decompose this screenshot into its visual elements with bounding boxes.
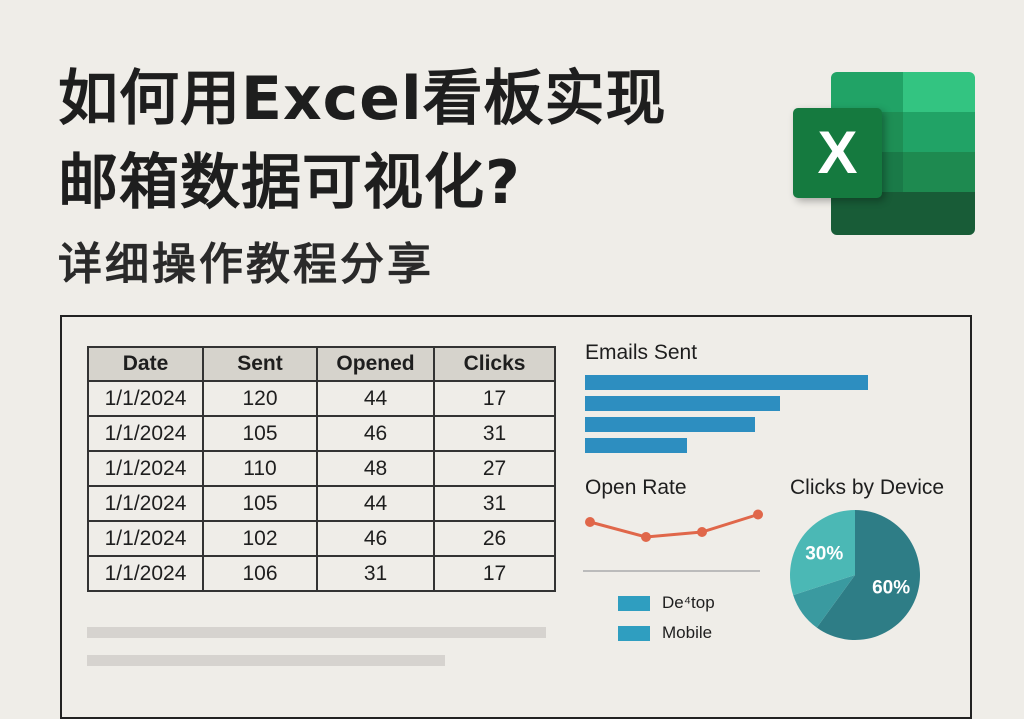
- clicks-pie-chart: 60% 30%: [790, 510, 920, 640]
- column-header: Date: [87, 346, 204, 382]
- table-row: 1/1/2024 110 48 27: [87, 450, 556, 487]
- legend-swatch-desktop: [618, 596, 650, 611]
- table-cell: 31: [433, 415, 556, 452]
- table-cell: 1/1/2024: [87, 520, 204, 557]
- table-row: 1/1/2024 106 31 17: [87, 555, 556, 592]
- table-cell: 31: [316, 555, 435, 592]
- pie-slice: [816, 510, 920, 640]
- table-cell: 110: [202, 450, 318, 487]
- legend-swatch-mobile: [618, 626, 650, 641]
- table-cell: 1/1/2024: [87, 485, 204, 522]
- clicks-by-device-title: Clicks by Device: [790, 476, 945, 499]
- table-cell: 102: [202, 520, 318, 557]
- table-cell: 48: [316, 450, 435, 487]
- divider: [583, 570, 760, 572]
- table-cell: 46: [316, 520, 435, 557]
- table-cell: 1/1/2024: [87, 380, 204, 417]
- pie-slice: [793, 575, 855, 628]
- table-cell: 1/1/2024: [87, 555, 204, 592]
- emails-sent-bar: [585, 417, 755, 432]
- data-table: Date Sent Opened Clicks 1/1/2024 120 44 17 1/1/…: [87, 346, 556, 592]
- table-cell: 44: [316, 485, 435, 522]
- column-header: Sent: [202, 346, 318, 382]
- emails-sent-title: Emails Sent: [585, 341, 698, 364]
- emails-sent-bar: [585, 396, 781, 411]
- legend-label-mobile: Mobile: [662, 623, 713, 642]
- placeholder-line: [87, 627, 546, 638]
- table-cell: 1/1/2024: [87, 415, 204, 452]
- open-rate-point: [697, 527, 707, 537]
- table-cell: 26: [433, 520, 556, 557]
- table-cell: 105: [202, 415, 318, 452]
- pie-label: 60%: [872, 578, 910, 599]
- column-header: Opened: [316, 346, 435, 382]
- pie-label: 30%: [805, 544, 843, 565]
- column-header: Clicks: [433, 346, 556, 382]
- emails-sent-bar: [585, 438, 687, 453]
- table-row: 1/1/2024 105 44 31: [87, 485, 556, 522]
- table-cell: 27: [433, 450, 556, 487]
- title-line-1: 如何用Excel看板实现: [58, 64, 667, 134]
- open-rate-point: [753, 509, 763, 520]
- table-cell: 46: [316, 415, 435, 452]
- table-cell: 105: [202, 485, 318, 522]
- table-row: 1/1/2024 105 46 31: [87, 415, 556, 452]
- placeholder-line: [87, 655, 445, 666]
- title-line-2: 邮箱数据可视化?: [58, 148, 521, 218]
- table-cell: 17: [433, 555, 556, 592]
- subtitle: 详细操作教程分享: [58, 239, 434, 290]
- open-rate-series: [589, 513, 759, 539]
- excel-logo-icon: X: [793, 72, 975, 235]
- table-cell: 106: [202, 555, 318, 592]
- table-cell: 44: [316, 380, 435, 417]
- pie-slice: [790, 510, 855, 596]
- table-row: 1/1/2024 102 46 26: [87, 520, 556, 557]
- table-row: 1/1/2024 120 44 17: [87, 380, 556, 417]
- table-cell: 120: [202, 380, 318, 417]
- open-rate-point: [585, 517, 595, 527]
- emails-sent-bar: [585, 375, 868, 390]
- table-cell: 17: [433, 380, 556, 417]
- open-rate-line-chart: [585, 509, 763, 542]
- open-rate-title: Open Rate: [585, 476, 687, 499]
- open-rate-point: [641, 532, 651, 542]
- table-cell: 1/1/2024: [87, 450, 204, 487]
- legend-label-desktop: De⁴top: [662, 593, 715, 612]
- table-cell: 31: [433, 485, 556, 522]
